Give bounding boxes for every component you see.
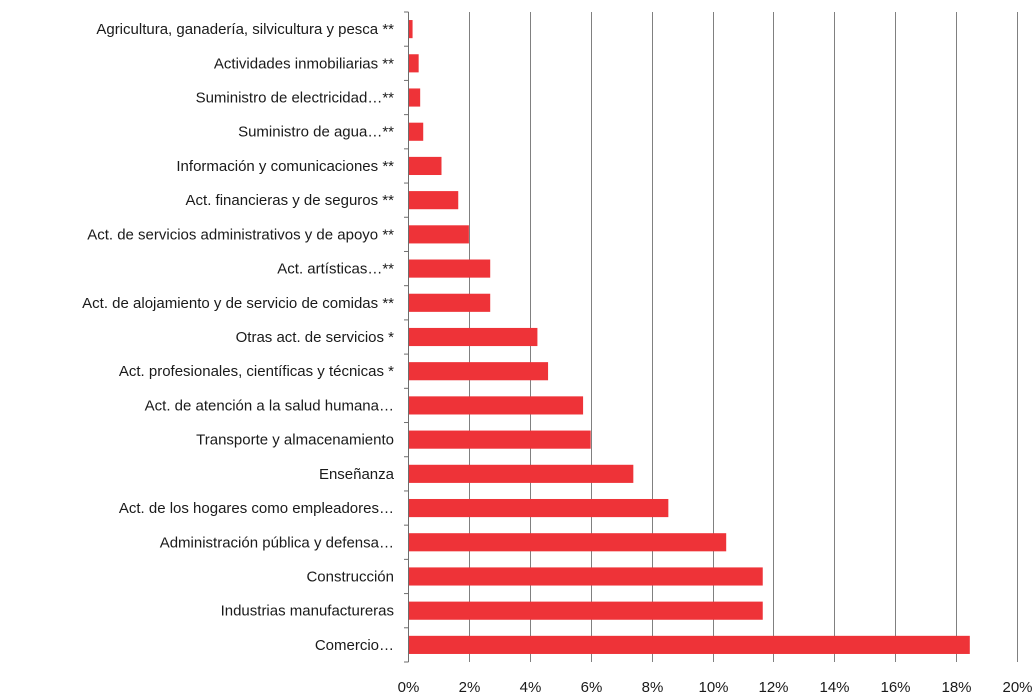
bar [409,464,634,483]
category-label: Act. de atención a la salud humana… [145,397,394,414]
category-label: Act. artísticas…** [277,261,394,278]
bar [409,601,763,620]
bar [409,498,669,518]
bar [409,156,442,176]
x-tick-label: 18% [941,679,971,696]
category-label: Actividades inmobiliarias ** [214,55,394,72]
category-label: Act. de los hogares como empleadores… [119,500,394,517]
x-tick-label: 8% [642,679,664,696]
category-label: Administración pública y defensa… [160,534,394,551]
x-tick-label: 12% [758,679,788,696]
category-label: Industrias manufactureras [221,603,394,620]
bar [409,191,459,210]
x-axis-tick-labels: 0% 2% 4% 6% 8% 10% 12% 14% 16% 18% 20% [398,679,1033,696]
category-label: Agricultura, ganadería, silvicultura y p… [96,21,394,38]
category-label: Act. financieras y de seguros ** [186,192,395,209]
category-label: Suministro de electricidad…** [196,90,395,107]
x-tick-label: 20% [1002,679,1032,696]
bar [409,20,413,39]
gridlines [404,11,1018,663]
category-label: Enseñanza [319,466,395,483]
bar [409,567,763,586]
category-label: Comercio… [315,637,394,654]
category-labels: Agricultura, ganadería, silvicultura y p… [82,21,394,654]
category-label: Act. profesionales, científicas y técnic… [119,363,394,380]
bar [409,54,419,73]
x-tick-label: 6% [581,679,603,696]
bar [409,88,421,107]
bar [409,259,491,278]
bar [409,362,549,381]
x-tick-label: 16% [880,679,910,696]
bars [409,20,970,654]
bar [409,293,491,312]
x-tick-label: 14% [819,679,849,696]
category-label: Act. de alojamiento y de servicio de com… [82,295,394,312]
x-tick-label: 0% [398,679,420,696]
bar [409,225,469,244]
category-label: Act. de servicios administrativos y de a… [87,226,394,243]
category-label: Suministro de agua…** [238,124,394,141]
category-label: Construcción [306,568,394,585]
x-tick-label: 4% [520,679,542,696]
bar [409,430,591,449]
bar [409,327,538,347]
x-tick-label: 10% [698,679,728,696]
category-label: Información y comunicaciones ** [176,158,394,175]
bar [409,396,584,415]
category-label: Otras act. de servicios * [236,329,395,346]
category-label: Transporte y almacenamiento [196,432,394,449]
bar [409,122,424,141]
bar [409,533,727,552]
x-tick-label: 2% [459,679,481,696]
bar [409,635,970,654]
